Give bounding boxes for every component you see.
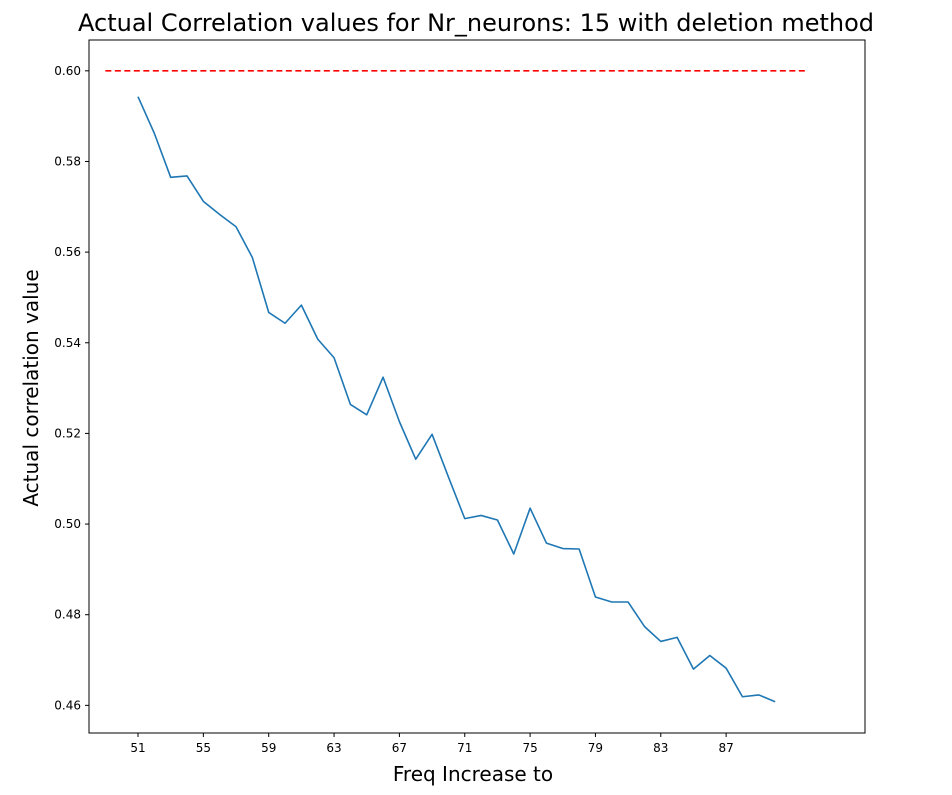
y-tick-label: 0.52	[54, 426, 81, 440]
x-tick-label: 75	[522, 741, 537, 755]
y-tick-label: 0.60	[54, 64, 81, 78]
x-axis: 51 55 59 63 67 71 75 79 83 87	[130, 733, 734, 755]
x-tick-label: 71	[457, 741, 472, 755]
y-tick-label: 0.46	[54, 698, 81, 712]
plot-frame	[88, 39, 866, 734]
chart-title: Actual Correlation values for Nr_neurons…	[78, 9, 874, 37]
x-tick-label: 55	[196, 741, 211, 755]
x-tick-label: 63	[326, 741, 341, 755]
y-axis: 0.46 0.48 0.50 0.52 0.54 0.56 0.58 0.60	[54, 64, 89, 712]
y-tick-label: 0.56	[54, 245, 81, 259]
x-tick-label: 67	[392, 741, 407, 755]
x-tick-label: 83	[653, 741, 668, 755]
x-tick-label: 59	[261, 741, 276, 755]
x-tick-label: 79	[588, 741, 603, 755]
y-tick-label: 0.50	[54, 517, 81, 531]
plot-area	[105, 70, 808, 703]
x-tick-label: 51	[130, 741, 145, 755]
y-axis-label: Actual correlation value	[19, 269, 43, 506]
y-tick-label: 0.48	[54, 608, 81, 622]
y-tick-label: 0.58	[54, 154, 81, 168]
y-tick-label: 0.54	[54, 336, 81, 350]
x-axis-label: Freq Increase to	[393, 762, 553, 786]
x-tick-label: 87	[718, 741, 733, 755]
series-line-0	[137, 96, 776, 703]
